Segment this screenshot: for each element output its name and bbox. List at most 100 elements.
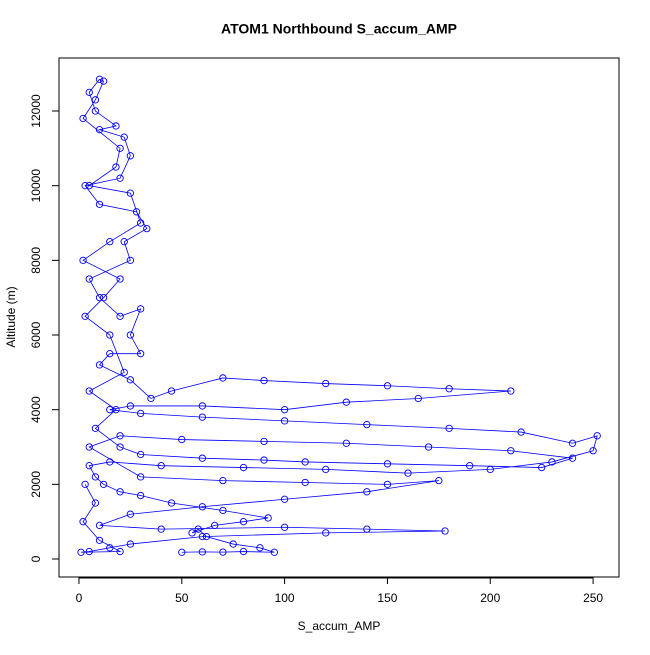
- data-point: [95, 75, 104, 83]
- data-point: [116, 174, 124, 182]
- data-point: [322, 465, 330, 474]
- data-point: [202, 532, 211, 541]
- data-point: [106, 350, 114, 358]
- data-point: [435, 476, 443, 485]
- data-point: [91, 96, 100, 104]
- data-point: [414, 394, 422, 403]
- data-point: [260, 376, 268, 385]
- data-point: [95, 361, 104, 369]
- data-point: [301, 478, 309, 487]
- data-point: [95, 521, 104, 530]
- data-point: [136, 491, 145, 500]
- data-point: [81, 480, 89, 488]
- data-point: [301, 458, 309, 466]
- data-point: [280, 495, 289, 503]
- data-point: [136, 409, 145, 418]
- data-point: [441, 527, 449, 535]
- data-point: [132, 208, 141, 216]
- data-point: [280, 523, 289, 531]
- data-point: [126, 189, 135, 197]
- data-point: [126, 540, 135, 548]
- x-axis-label: S_accum_AMP: [298, 619, 381, 633]
- data-point: [239, 547, 248, 556]
- x-tick-label: 250: [583, 591, 603, 605]
- data-point: [198, 413, 206, 421]
- data-point: [568, 439, 577, 447]
- data-point: [85, 88, 93, 96]
- y-tick-label: 0: [29, 555, 43, 562]
- data-point: [95, 536, 104, 544]
- data-point: [445, 424, 453, 432]
- data-point: [120, 133, 128, 141]
- y-tick-label: 4000: [29, 396, 43, 423]
- data-point: [136, 305, 145, 313]
- data-point: [85, 387, 93, 395]
- data-point: [99, 294, 108, 302]
- data-point: [507, 447, 515, 455]
- data-point: [126, 402, 135, 410]
- data-point: [589, 447, 597, 455]
- y-tick-label: 2000: [29, 471, 43, 498]
- data-point: [106, 238, 114, 246]
- y-tick-label: 12000: [29, 94, 43, 128]
- data-point: [486, 465, 494, 474]
- data-point: [198, 503, 206, 511]
- data-point: [126, 256, 135, 264]
- x-tick-label: 50: [175, 591, 189, 605]
- data-point: [466, 462, 474, 470]
- data-point: [178, 548, 186, 556]
- data-point: [120, 368, 128, 376]
- data-point: [383, 460, 392, 468]
- data-point: [116, 488, 124, 496]
- data-point: [99, 480, 108, 488]
- x-tick-label: 200: [480, 591, 500, 605]
- data-point: [120, 238, 128, 246]
- data-point: [342, 439, 350, 447]
- data-point: [126, 331, 135, 339]
- data-point: [95, 294, 104, 302]
- data-point: [507, 387, 515, 395]
- data-point: [116, 443, 124, 451]
- data-point: [116, 275, 124, 283]
- data-point: [219, 374, 227, 382]
- data-point: [143, 224, 151, 233]
- y-axis-label: Altitude (m): [4, 286, 18, 347]
- data-point: [147, 394, 155, 403]
- data-point: [219, 476, 227, 485]
- data-point: [568, 454, 577, 462]
- chart-title: ATOM1 Northbound S_accum_AMP: [221, 21, 457, 37]
- data-point: [126, 152, 135, 160]
- data-point: [91, 499, 100, 507]
- data-point: [167, 387, 176, 395]
- data-point: [85, 275, 93, 283]
- data-point: [136, 450, 145, 459]
- data-point: [126, 376, 135, 384]
- data-point: [322, 379, 330, 388]
- data-point: [178, 435, 186, 444]
- data-point: [85, 182, 93, 190]
- data-point: [85, 547, 93, 556]
- data-point: [157, 525, 165, 533]
- y-tick-label: 8000: [29, 247, 43, 274]
- data-point: [363, 488, 371, 496]
- data-point: [260, 437, 268, 446]
- data-point: [219, 548, 227, 556]
- y-tick-label: 6000: [29, 321, 43, 348]
- data-point: [85, 443, 93, 451]
- data-point: [112, 122, 120, 130]
- data-point: [198, 532, 206, 541]
- data-point: [198, 548, 206, 556]
- data-point: [424, 443, 433, 451]
- data-point: [188, 529, 196, 537]
- y-tick-label: 10000: [29, 169, 43, 203]
- data-point: [322, 529, 330, 537]
- data-point: [79, 518, 87, 526]
- data-point: [280, 406, 289, 414]
- data-point: [445, 385, 453, 393]
- data-point: [136, 350, 145, 358]
- data-point: [79, 114, 87, 123]
- data-point: [91, 107, 100, 115]
- data-point: [112, 406, 120, 414]
- data-point: [116, 432, 124, 440]
- x-tick-label: 150: [377, 591, 397, 605]
